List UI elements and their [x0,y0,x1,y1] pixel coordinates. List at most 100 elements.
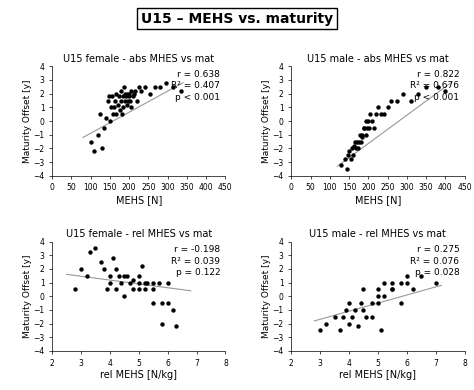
Point [173,323,180,330]
Point [135,280,143,286]
Point [133,98,141,104]
Point [87,138,94,145]
Y-axis label: Maturity Offset [y]: Maturity Offset [y] [23,255,32,338]
Point [359,134,366,141]
Point [112,286,119,292]
Point [141,84,148,90]
Point [345,300,353,306]
Point [360,286,367,292]
Point [128,88,135,94]
Point [337,162,345,168]
Point [380,293,387,300]
Y-axis label: Maturity Offset [y]: Maturity Offset [y] [23,79,32,163]
Point [83,273,91,279]
Point [377,111,384,117]
Point [418,273,425,279]
Point [357,300,365,306]
Point [397,280,405,286]
Point [368,314,376,320]
Point [86,249,93,255]
Point [123,273,131,279]
Point [357,138,365,145]
Point [106,118,114,124]
Point [123,101,131,108]
Point [388,98,395,104]
Point [120,84,128,90]
Point [351,307,358,313]
Point [109,111,117,117]
Point [374,300,382,306]
Point [123,90,131,97]
Point [349,152,356,158]
Point [141,280,148,286]
Point [389,280,396,286]
Point [72,286,79,292]
X-axis label: rel MEHS [N/kg]: rel MEHS [N/kg] [339,370,416,380]
Point [138,263,146,269]
Point [135,84,143,90]
Point [355,138,363,145]
Point [105,93,113,99]
Text: U15 – MEHS vs. maturity: U15 – MEHS vs. maturity [141,12,333,26]
Point [120,273,128,279]
Point [156,84,164,90]
Title: U15 female - rel MHES vs mat: U15 female - rel MHES vs mat [66,229,212,239]
Point [137,88,145,94]
Point [125,98,132,104]
Point [118,88,125,94]
Point [422,84,430,90]
Point [99,145,106,152]
Point [121,98,129,104]
Point [322,321,330,327]
Point [339,314,347,320]
Y-axis label: Maturity Offset [y]: Maturity Offset [y] [262,255,271,338]
Point [135,273,143,279]
Point [106,273,114,279]
Point [384,104,392,110]
Point [368,118,376,124]
Point [110,104,118,110]
Point [351,138,358,145]
Point [360,307,367,313]
Text: r = -0.198
R² = 0.039
p = 0.122: r = -0.198 R² = 0.039 p = 0.122 [171,245,220,277]
Point [103,286,111,292]
Point [115,93,123,99]
Point [146,90,154,97]
Point [360,125,367,131]
Point [127,98,134,104]
Point [348,314,356,320]
Point [368,300,376,306]
Point [149,280,157,286]
Point [350,143,358,149]
Point [158,300,166,306]
Point [141,286,148,292]
Point [128,104,135,110]
Point [345,152,352,158]
Point [94,131,102,138]
Point [356,131,364,138]
Point [114,101,121,108]
Point [345,321,353,327]
Point [397,300,405,306]
Point [380,280,387,286]
Point [403,273,410,279]
Point [331,314,338,320]
Point [149,286,157,292]
Point [125,90,133,97]
Point [354,323,362,330]
Point [135,286,143,292]
Point [374,104,382,110]
Point [434,84,441,90]
Point [102,115,110,121]
Point [155,280,163,286]
Point [343,166,351,172]
Title: U15 female - abs MHES vs mat: U15 female - abs MHES vs mat [63,54,214,64]
Point [403,280,410,286]
Point [389,286,396,292]
Point [441,88,449,94]
Point [116,107,123,113]
Point [347,156,355,163]
Point [389,286,396,292]
Point [380,111,387,117]
Point [108,93,116,99]
